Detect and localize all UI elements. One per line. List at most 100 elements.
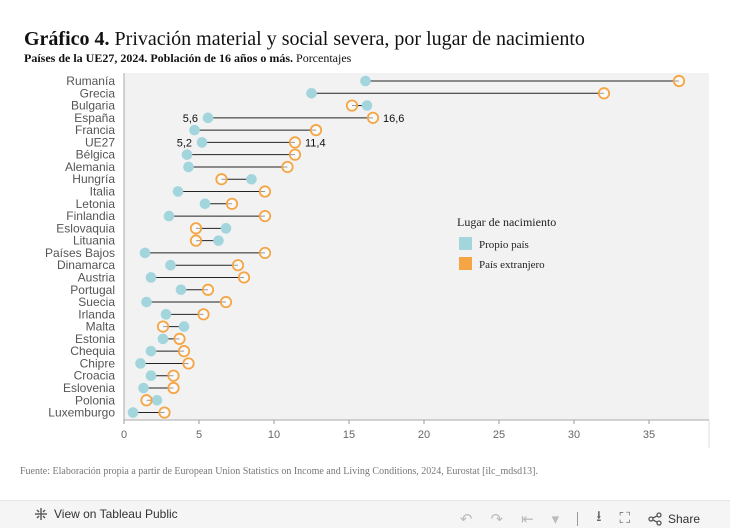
category-label: Eslovaquia — [56, 221, 115, 235]
foreign-point — [201, 283, 215, 296]
category-label: Luxemburgo — [48, 406, 115, 420]
native-point — [199, 198, 211, 210]
foreign-point — [258, 185, 272, 198]
category-label: Letonia — [76, 197, 116, 211]
native-point — [178, 321, 190, 332]
foreign-point — [258, 246, 272, 260]
category-label: Francia — [75, 123, 115, 137]
native-point — [196, 137, 208, 148]
category-label: Rumanía — [66, 74, 115, 88]
native-point — [213, 235, 224, 246]
legend-swatch — [459, 237, 472, 250]
fullscreen-icon[interactable]: ⛶ — [619, 510, 630, 527]
x-tick-label: 5 — [196, 429, 202, 441]
x-tick-label: 10 — [268, 429, 280, 441]
toolbar-actions: ↶ ↷ ⇤ ▾ ⭳ ⛶ Share — [460, 506, 700, 531]
share-label: Share — [667, 511, 700, 526]
legend-title: Lugar de nacimiento — [457, 215, 556, 229]
share-icon — [648, 511, 662, 526]
category-label: Hungría — [72, 172, 115, 186]
foreign-point — [215, 173, 228, 186]
download-icon[interactable]: ⭳ — [596, 508, 602, 525]
native-point — [145, 370, 157, 382]
native-point — [160, 309, 172, 320]
foreign-point — [288, 136, 302, 149]
category-label: Portugal — [70, 283, 115, 297]
foreign-point — [156, 320, 170, 333]
native-point — [175, 284, 187, 296]
native-point — [141, 296, 152, 308]
data-label: 5,6 — [183, 113, 198, 125]
category-label: Croacia — [74, 369, 116, 383]
foreign-point — [167, 369, 180, 382]
category-label: Dinamarca — [57, 258, 115, 272]
category-label: Lituania — [73, 234, 115, 248]
x-tick-label: 35 — [643, 429, 655, 441]
category-label: UE27 — [85, 135, 115, 149]
foreign-point — [288, 148, 302, 161]
foreign-point — [225, 197, 239, 210]
native-point — [151, 394, 163, 406]
foreign-point — [597, 87, 611, 100]
foreign-point — [309, 124, 323, 137]
foreign-point — [182, 357, 195, 370]
undo-icon[interactable]: ↶ — [459, 510, 473, 528]
chart-subtitle-bold: Países de la UE27, 2024. Población de 16… — [24, 51, 294, 65]
native-point — [181, 149, 193, 160]
category-label: Grecia — [80, 86, 116, 100]
category-label: Malta — [86, 320, 116, 334]
native-point — [183, 161, 194, 173]
native-point — [306, 87, 317, 99]
chart-title-bold: Gráfico 4. — [24, 28, 110, 50]
foreign-point — [366, 111, 380, 124]
view-on-tableau-label: View on Tableau Public — [54, 507, 178, 521]
foreign-point — [258, 209, 272, 223]
native-point — [139, 247, 151, 259]
native-point — [220, 223, 232, 234]
foreign-point — [189, 234, 203, 247]
share-button[interactable]: Share — [648, 512, 700, 526]
chart-subtitle-rest: Porcentajes — [293, 51, 352, 65]
category-label: Italia — [90, 185, 116, 199]
view-on-tableau-link[interactable]: View on Tableau Public — [34, 507, 178, 521]
category-label: Chequia — [70, 344, 115, 358]
category-label: Polonia — [75, 393, 115, 407]
native-point — [246, 173, 257, 185]
legend-entry-label: País extranjero — [479, 259, 545, 271]
plot-area — [124, 73, 709, 420]
foreign-point — [140, 394, 153, 407]
revert-icon[interactable]: ⇤ — [521, 510, 534, 528]
source-note: Fuente: Elaboración propia a partir de E… — [20, 466, 538, 477]
x-tick-label: 15 — [343, 429, 355, 441]
category-label: Austria — [78, 270, 116, 284]
native-point — [202, 112, 214, 124]
native-point — [157, 333, 169, 345]
redo-icon[interactable]: ↷ — [490, 510, 504, 528]
legend-entry-label: Propio país — [479, 239, 529, 251]
native-point — [165, 259, 176, 271]
data-label: 11,4 — [305, 137, 326, 149]
native-point — [172, 186, 184, 197]
category-label: Países Bajos — [45, 246, 115, 260]
native-point — [138, 382, 149, 394]
category-label: Eslovenia — [63, 381, 115, 395]
tableau-logo-icon — [35, 508, 47, 520]
foreign-point — [231, 259, 245, 272]
x-tick-label: 30 — [568, 429, 580, 441]
data-label: 5,2 — [177, 137, 192, 149]
category-label: España — [74, 111, 115, 125]
native-point — [189, 124, 200, 136]
native-point — [145, 345, 157, 357]
category-label: Suecia — [78, 295, 115, 309]
chart-title: Gráfico 4. Privación material y social s… — [24, 28, 714, 50]
foreign-point — [173, 332, 186, 345]
native-point — [360, 75, 371, 87]
x-tick-label: 25 — [493, 429, 505, 441]
native-point — [361, 100, 373, 111]
pause-icon[interactable]: ▾ — [551, 510, 560, 528]
category-label: Bélgica — [76, 148, 116, 162]
chart-header: Gráfico 4. Privación material y social s… — [24, 28, 714, 66]
tableau-toolbar: View on Tableau Public ↶ ↷ ⇤ ▾ ⭳ ⛶ Share — [0, 500, 730, 528]
foreign-point — [237, 271, 251, 284]
category-label: Chipre — [80, 356, 116, 370]
